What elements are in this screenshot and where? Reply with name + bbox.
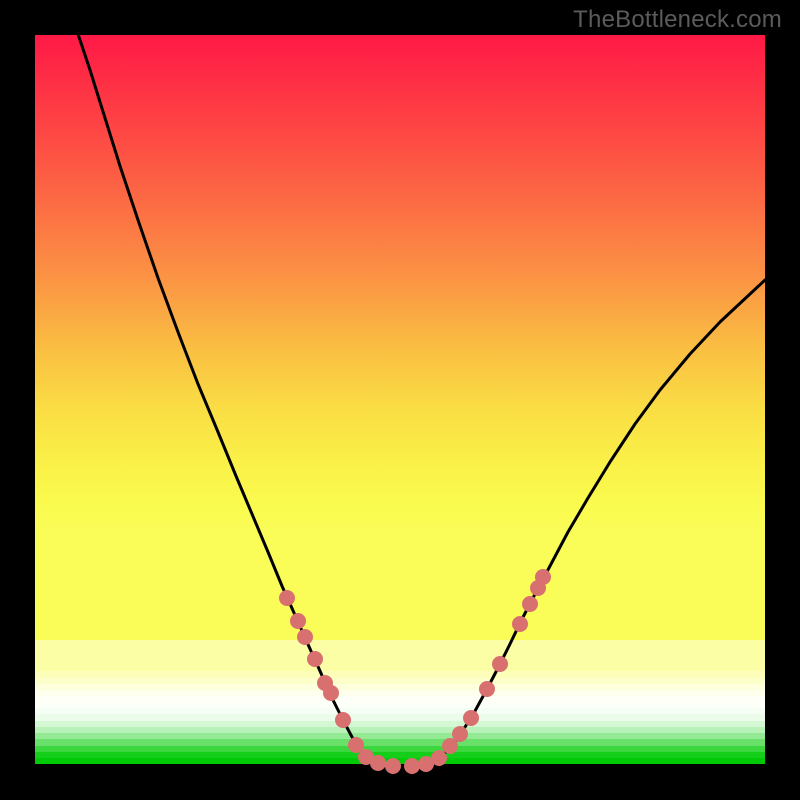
chart-background — [35, 35, 765, 640]
chart-stripe-region — [35, 640, 765, 764]
watermark-text: TheBottleneck.com — [573, 6, 782, 34]
